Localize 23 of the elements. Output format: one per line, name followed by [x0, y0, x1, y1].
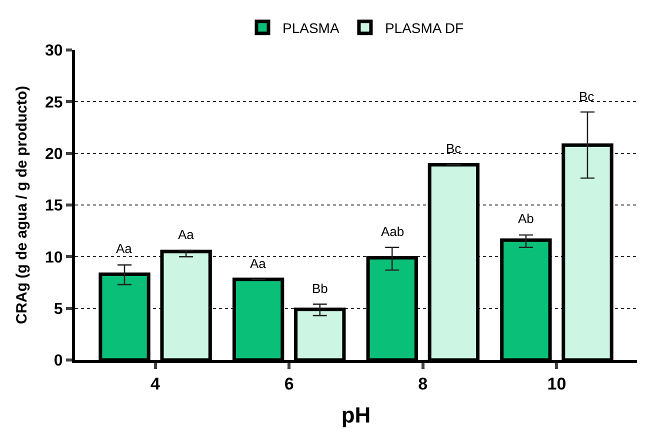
y-tick-label: 10: [45, 249, 63, 266]
y-tick-label: 0: [54, 352, 63, 370]
data-label: Aa: [178, 227, 195, 242]
data-label: Aab: [381, 224, 404, 239]
x-tick-label: 10: [547, 374, 566, 394]
data-label: Ab: [518, 211, 534, 226]
y-tick-label: 20: [45, 146, 63, 163]
x-tick-label: 6: [284, 374, 294, 394]
legend-label: PLASMA DF: [384, 20, 464, 36]
y-axis-title: CRAg (g de agua / g de producto): [13, 86, 30, 324]
data-label: Bb: [312, 281, 328, 296]
data-label: Aa: [250, 256, 267, 271]
y-tick-label: 30: [45, 42, 63, 60]
data-label: Bc: [579, 89, 595, 104]
data-label: Bc: [446, 141, 462, 156]
x-axis-title: pH: [341, 402, 371, 428]
y-tick-label: 5: [54, 300, 63, 318]
x-tick-label: 8: [418, 374, 428, 394]
legend-label: PLASMA: [282, 20, 340, 36]
y-tick-label: 15: [45, 198, 63, 215]
x-tick-label: 4: [150, 374, 161, 394]
y-tick-label: 25: [45, 94, 63, 112]
data-label: Aa: [116, 241, 133, 256]
